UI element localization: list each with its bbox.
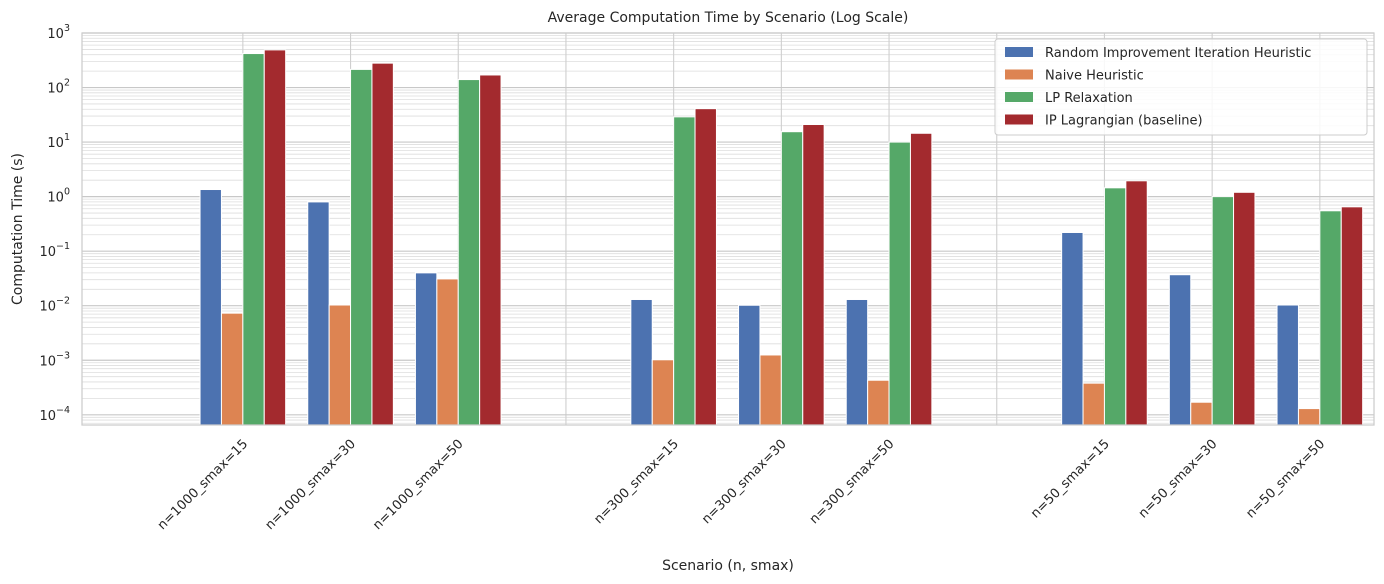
y-tick-label: 101: [47, 132, 70, 151]
bar: [1168, 274, 1192, 426]
bar: [867, 379, 890, 426]
x-tick-label: n=300_smax=15: [591, 437, 681, 527]
grid: [82, 32, 1374, 425]
legend-label: IP Lagrangian (baseline): [1045, 114, 1203, 129]
chart-title: Average Computation Time by Scenario (Lo…: [548, 10, 909, 26]
bar: [780, 131, 804, 426]
bar: [802, 124, 825, 426]
x-tick-label: n=50_smax=30: [1136, 437, 1221, 522]
legend-label: LP Relaxation: [1045, 91, 1133, 106]
bar: [457, 79, 481, 426]
x-tick-label: n=1000_smax=50: [370, 437, 466, 533]
y-tick-label: 10−3: [39, 350, 70, 369]
y-tick-label: 10−4: [39, 405, 70, 424]
bar: [263, 49, 287, 426]
legend-box: [994, 38, 1368, 136]
bar: [909, 132, 933, 426]
bar: [651, 359, 675, 426]
legend-swatch: [1005, 92, 1033, 102]
x-tick-label: n=1000_smax=30: [263, 437, 359, 533]
bar: [1319, 210, 1342, 426]
bar: [220, 312, 244, 426]
x-ticks: n=1000_smax=15 n=1000_smax=30 n=1000_smax=…: [155, 437, 1328, 533]
bar: [888, 141, 911, 426]
bar: [1276, 304, 1299, 426]
bar: [694, 108, 717, 426]
bar: [759, 354, 782, 426]
bar: [242, 53, 265, 426]
bar: [479, 74, 502, 426]
legend-swatch: [1005, 114, 1033, 125]
legend-entries: Random Improvement Iteration Heuristic Na…: [1005, 46, 1311, 129]
bar: [630, 298, 653, 426]
x-axis-label: Scenario (n, smax): [662, 558, 794, 574]
bar: [307, 201, 330, 426]
bar: [1297, 408, 1321, 426]
bar: [371, 62, 394, 426]
y-tick-label: 102: [47, 78, 70, 97]
y-ticks: 10−4 10−3 10−2 10−1 100 101 102 103: [39, 23, 70, 424]
legend-label: Random Improvement Iteration Heuristic: [1045, 46, 1311, 61]
legend: Random Improvement Iteration Heuristic Na…: [994, 38, 1368, 136]
y-tick-label: 10−1: [39, 241, 70, 260]
bar: [350, 68, 373, 426]
legend-label: Naive Heuristic: [1045, 69, 1144, 84]
y-tick-label: 10−2: [39, 296, 70, 315]
x-tick-label: n=50_smax=50: [1244, 437, 1329, 522]
bar: [673, 116, 696, 426]
bar: [1082, 382, 1105, 426]
bar: [414, 272, 438, 426]
legend-swatch: [1005, 69, 1033, 80]
bar: [1340, 206, 1364, 426]
bar: [1125, 180, 1148, 426]
x-tick-label: n=300_smax=30: [699, 437, 789, 527]
x-tick-label: n=50_smax=15: [1028, 437, 1113, 522]
plot-frame: [81, 32, 1375, 426]
bar: [436, 278, 459, 426]
bar: [1211, 196, 1235, 426]
x-tick-label: n=1000_smax=15: [155, 437, 251, 533]
bar: [1061, 231, 1084, 426]
bar: [845, 298, 869, 426]
bar: [1233, 191, 1256, 426]
y-tick-label: 100: [47, 187, 70, 206]
bar: [1103, 187, 1127, 426]
x-tick-label: n=300_smax=50: [807, 437, 897, 527]
y-axis-label: Computation Time (s): [10, 153, 26, 305]
legend-swatch: [1005, 47, 1033, 57]
bar: [1190, 401, 1213, 426]
bar: [199, 189, 222, 426]
bar: [328, 304, 352, 426]
bar: [738, 304, 761, 426]
y-tick-label: 103: [47, 23, 70, 42]
